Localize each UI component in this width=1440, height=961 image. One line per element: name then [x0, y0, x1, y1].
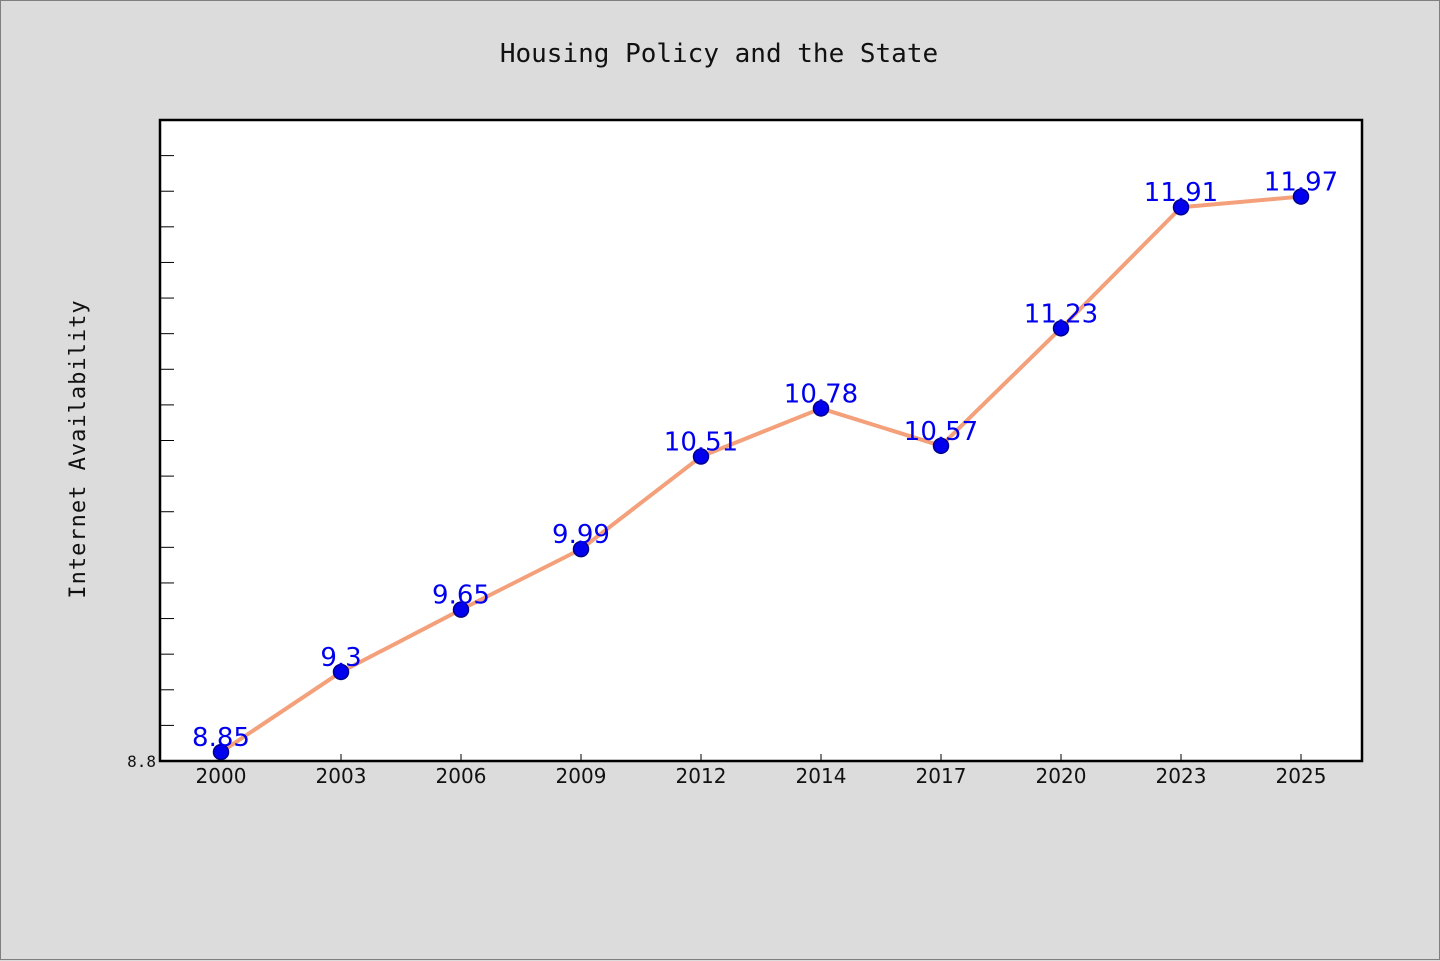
series-line-layer	[219, 194, 1303, 755]
x-tick-label: 2023	[1156, 764, 1207, 788]
axis-ticks	[160, 155, 1302, 761]
series-line	[219, 194, 1303, 755]
data-point	[812, 400, 830, 417]
x-tick-label: 2014	[796, 764, 847, 788]
x-tick-label: 2003	[316, 764, 367, 788]
x-tick-label: 2006	[436, 764, 487, 788]
data-point	[932, 437, 950, 455]
x-tick-labels: 2000 2003 2006 2009 2012 2014 2017 2020 2023 2025	[196, 764, 1327, 788]
data-point	[1292, 188, 1310, 205]
data-point	[212, 743, 230, 761]
data-point	[1052, 320, 1070, 337]
data-points	[212, 188, 1310, 761]
data-label: 11.97	[1264, 168, 1338, 198]
x-tick-label: 2020	[1036, 764, 1087, 788]
data-point	[572, 540, 590, 558]
data-label: 8.85	[192, 723, 250, 753]
y-tick-labels: 8.8	[127, 752, 156, 771]
data-label: 11.91	[1144, 178, 1218, 208]
data-label: 9.65	[432, 581, 490, 611]
y-tick-label: 8.8	[127, 752, 156, 771]
data-point	[1172, 198, 1190, 216]
plot-border	[158, 118, 1364, 763]
data-point	[332, 663, 350, 681]
x-tick-label: 2009	[556, 764, 607, 788]
y-axis-label: Internet Availability	[66, 299, 91, 598]
chart-title: Housing Policy and the State	[500, 39, 938, 69]
data-point	[692, 448, 710, 465]
x-tick-label: 2025	[1276, 764, 1327, 788]
data-label: 10.78	[784, 379, 858, 409]
data-label: 9.3	[320, 643, 361, 673]
x-tick-label: 2000	[196, 764, 247, 788]
x-tick-label: 2012	[676, 764, 727, 788]
data-label: 10.51	[664, 428, 738, 458]
x-tick-label: 2017	[916, 764, 967, 788]
data-label: 9.99	[552, 520, 610, 550]
data-label: 11.23	[1024, 299, 1098, 329]
data-point	[452, 601, 470, 618]
data-labels: 8.85 9.3 9.65 9.99 10.51 10.78 10.57 11.23 11.91…	[192, 168, 1338, 754]
data-label: 10.57	[904, 417, 978, 447]
